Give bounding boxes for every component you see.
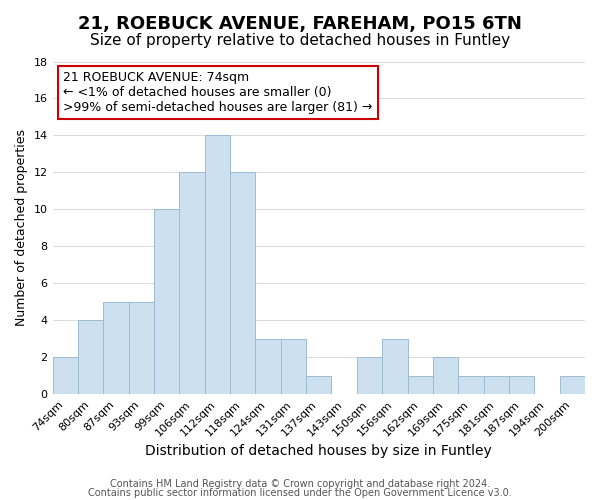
Bar	[484, 376, 509, 394]
Bar	[53, 357, 78, 394]
Text: Contains public sector information licensed under the Open Government Licence v3: Contains public sector information licen…	[88, 488, 512, 498]
Bar	[357, 357, 382, 394]
X-axis label: Distribution of detached houses by size in Funtley: Distribution of detached houses by size …	[145, 444, 492, 458]
Bar	[103, 302, 128, 394]
Bar	[509, 376, 534, 394]
Bar	[128, 302, 154, 394]
Bar	[382, 338, 407, 394]
Text: 21 ROEBUCK AVENUE: 74sqm
← <1% of detached houses are smaller (0)
>99% of semi-d: 21 ROEBUCK AVENUE: 74sqm ← <1% of detach…	[63, 72, 373, 114]
Bar	[407, 376, 433, 394]
Bar	[179, 172, 205, 394]
Bar	[458, 376, 484, 394]
Text: Contains HM Land Registry data © Crown copyright and database right 2024.: Contains HM Land Registry data © Crown c…	[110, 479, 490, 489]
Bar	[78, 320, 103, 394]
Bar	[560, 376, 585, 394]
Bar	[230, 172, 256, 394]
Bar	[205, 136, 230, 394]
Text: 21, ROEBUCK AVENUE, FAREHAM, PO15 6TN: 21, ROEBUCK AVENUE, FAREHAM, PO15 6TN	[78, 15, 522, 33]
Bar	[281, 338, 306, 394]
Y-axis label: Number of detached properties: Number of detached properties	[15, 130, 28, 326]
Bar	[154, 210, 179, 394]
Bar	[306, 376, 331, 394]
Text: Size of property relative to detached houses in Funtley: Size of property relative to detached ho…	[90, 32, 510, 48]
Bar	[256, 338, 281, 394]
Bar	[433, 357, 458, 394]
